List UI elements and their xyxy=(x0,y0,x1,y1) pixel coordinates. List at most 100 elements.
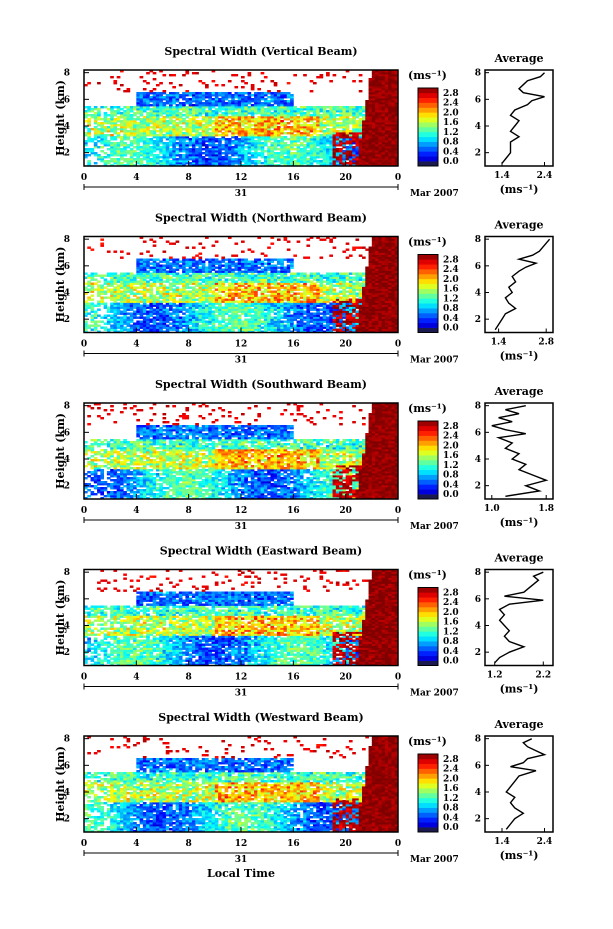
heatmap-cell xyxy=(247,128,252,131)
heatmap-cell xyxy=(345,106,350,109)
heatmap-cell xyxy=(237,146,242,149)
heatmap-cell xyxy=(241,106,245,109)
heatmap-cell xyxy=(260,144,265,147)
heatmap-cell xyxy=(348,146,353,149)
heatmap-cell xyxy=(162,310,167,313)
heatmap-cell xyxy=(326,148,330,151)
heatmap-cell xyxy=(123,160,127,163)
heatmap-cell xyxy=(208,120,212,123)
heatmap-cell xyxy=(368,130,373,133)
heatmap-cell xyxy=(221,92,226,95)
heatmap-cell xyxy=(247,142,252,145)
heatmap-cell xyxy=(214,118,219,121)
heatmap-cell xyxy=(152,96,157,99)
heatmap-cell xyxy=(263,160,268,163)
heatmap-cell xyxy=(172,110,176,113)
heatmap-cell xyxy=(280,124,284,127)
heatmap-cell xyxy=(388,78,392,81)
heatmap-cell xyxy=(155,156,160,159)
heatmap-cell xyxy=(270,124,275,127)
heatmap-cell xyxy=(162,164,167,167)
heatmap-cell xyxy=(205,110,209,113)
heatmap-cell xyxy=(378,126,383,129)
heatmap-cell xyxy=(388,88,392,91)
heatmap-cell xyxy=(119,158,124,161)
heatmap-cell xyxy=(221,126,226,129)
heatmap-cell xyxy=(110,142,114,145)
heatmap-cell xyxy=(113,148,118,151)
heatmap-cell xyxy=(237,300,242,303)
heatmap-cell xyxy=(142,286,147,289)
heatmap-cell xyxy=(195,162,199,165)
heatmap-cell xyxy=(142,122,147,125)
heatmap-cell xyxy=(237,150,242,153)
heatmap-cell xyxy=(162,98,167,101)
heatmap-cell xyxy=(319,106,324,109)
heatmap-cell xyxy=(188,118,193,121)
heatmap-cell xyxy=(123,106,127,109)
heatmap-cell xyxy=(316,138,320,141)
heatmap-cell xyxy=(142,322,147,325)
heatmap-cell xyxy=(244,118,248,121)
heatmap-cell xyxy=(375,152,379,155)
heatmap-cell xyxy=(201,162,206,165)
heatmap-cell xyxy=(162,154,167,157)
heatmap-cell xyxy=(103,120,108,123)
heatmap-cell xyxy=(280,160,284,163)
heatmap-cell xyxy=(162,134,167,137)
heatmap-cell xyxy=(391,78,396,81)
heatmap-cell xyxy=(332,120,337,123)
heatmap-cell xyxy=(191,124,196,127)
heatmap-cell xyxy=(201,138,206,141)
heatmap-cell xyxy=(273,114,278,117)
heatmap-cell xyxy=(146,98,150,101)
heatmap-cell xyxy=(185,148,190,151)
heatmap-cell xyxy=(348,114,353,117)
heatmap-cell xyxy=(110,136,114,139)
heatmap-cell xyxy=(273,96,278,99)
heatmap-cell xyxy=(123,116,127,119)
heatmap-cell xyxy=(316,112,320,115)
heatmap-cell xyxy=(84,272,88,275)
heatmap-cell xyxy=(267,100,271,103)
heatmap-cell xyxy=(162,96,167,99)
heatmap-cell xyxy=(371,120,376,123)
heatmap-cell xyxy=(188,162,193,165)
heatmap-cell xyxy=(172,156,176,159)
heatmap-cell xyxy=(381,140,386,143)
heatmap-cell xyxy=(322,156,327,159)
heatmap-cell xyxy=(146,288,150,291)
heatmap-cell xyxy=(201,106,206,109)
heatmap-cell xyxy=(214,266,219,269)
heatmap-cell xyxy=(263,136,268,139)
heatmap-cell xyxy=(394,148,399,151)
heatmap-cell xyxy=(142,326,147,329)
heatmap-cell xyxy=(113,250,118,253)
heatmap-cell xyxy=(381,106,386,109)
heatmap-cell xyxy=(110,144,114,147)
heatmap-cell xyxy=(309,108,314,111)
heatmap-cell xyxy=(100,290,105,293)
heatmap-cell xyxy=(116,330,121,333)
heatmap-cell xyxy=(162,90,167,93)
heatmap-cell xyxy=(355,160,360,163)
heatmap-cell xyxy=(270,154,275,157)
heatmap-cell xyxy=(381,164,386,167)
heatmap-cell xyxy=(283,286,288,289)
y-tick-label: 8 xyxy=(64,69,70,79)
heatmap-cell xyxy=(273,290,278,293)
heatmap-cell xyxy=(182,260,186,263)
heatmap-cell xyxy=(384,152,389,155)
heatmap-cell xyxy=(378,162,383,165)
heatmap-cell xyxy=(296,126,301,129)
heatmap-cell xyxy=(119,322,124,325)
heatmap-cell xyxy=(290,160,294,163)
heatmap-cell xyxy=(162,304,167,307)
heatmap-cell xyxy=(129,282,134,285)
heatmap-cell xyxy=(146,82,150,85)
heatmap-cell xyxy=(165,130,170,133)
heatmap-cell xyxy=(185,320,190,323)
heatmap-cell xyxy=(326,140,330,143)
heatmap-cell xyxy=(322,132,327,135)
heatmap-cell xyxy=(234,86,239,89)
